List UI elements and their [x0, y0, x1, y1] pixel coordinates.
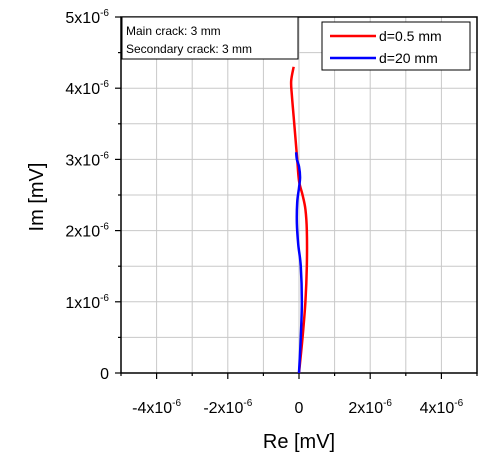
- x-tick-label: 4x10-6: [420, 398, 464, 417]
- annotation-box: Main crack: 3 mm Secondary crack: 3 mm: [121, 16, 299, 60]
- y-tick-labels: 0 1x10-6 2x10-6 3x10-6 4x10-6 5x10-6: [65, 8, 109, 383]
- axis-ticks: [115, 16, 478, 379]
- legend: d=0.5 mm d=20 mm: [321, 21, 471, 71]
- x-tick-label: 0: [295, 400, 304, 417]
- y-tick-label: 1x10-6: [65, 293, 109, 312]
- legend-label-2: d=20 mm: [379, 50, 438, 66]
- series-line-1: [289, 66, 309, 374]
- annotation-line-1: Main crack: 3 mm: [126, 24, 221, 38]
- x-tick-label: -2x10-6: [203, 398, 252, 417]
- series-layer: [289, 66, 309, 374]
- y-tick-label: 3x10-6: [65, 150, 109, 169]
- y-tick-label: 0: [100, 366, 109, 383]
- y-axis-title: Im [mV]: [26, 163, 48, 232]
- y-tick-label: 4x10-6: [65, 79, 109, 98]
- x-tick-labels: -4x10-6 -2x10-6 0 2x10-6 4x10-6: [132, 398, 463, 417]
- x-axis-title: Re [mV]: [263, 431, 335, 453]
- legend-label-1: d=0.5 mm: [379, 28, 442, 44]
- y-tick-label: 2x10-6: [65, 222, 109, 241]
- legend-box: [321, 21, 471, 71]
- annotation-line-2: Secondary crack: 3 mm: [126, 42, 252, 56]
- series-line-2: [294, 152, 304, 374]
- y-tick-label: 5x10-6: [65, 8, 109, 27]
- x-tick-label: -4x10-6: [132, 398, 181, 417]
- x-tick-label: 2x10-6: [348, 398, 392, 417]
